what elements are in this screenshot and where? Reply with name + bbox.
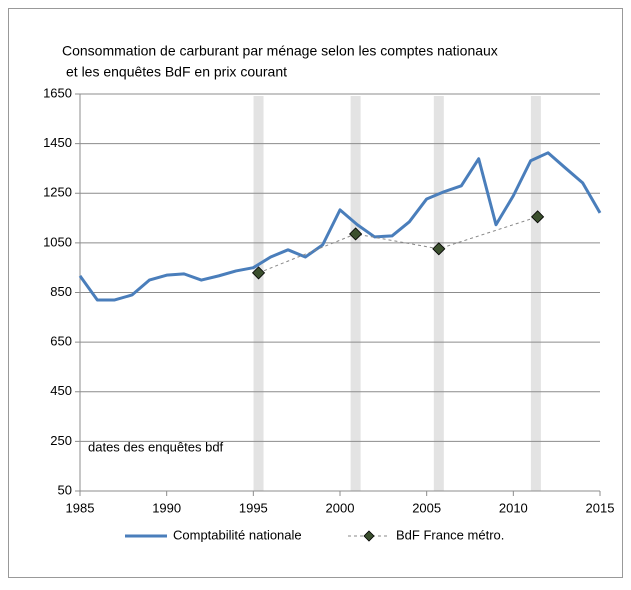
y-tick-label: 1650 <box>43 85 72 100</box>
survey-band <box>350 96 361 491</box>
y-tick-label: 1050 <box>43 234 72 249</box>
y-tick-label: 650 <box>50 334 72 349</box>
x-tick-label: 2005 <box>412 500 441 515</box>
series-line <box>78 151 602 302</box>
series-marker <box>432 242 446 256</box>
y-tick-label: 1250 <box>43 185 72 200</box>
y-tick-label: 250 <box>50 433 72 448</box>
y-tick-label: 50 <box>58 482 72 497</box>
survey-band <box>253 96 264 491</box>
series-line <box>258 216 538 274</box>
chart-title: Consommation de carburant par ménage sel… <box>62 43 498 59</box>
survey-band <box>433 96 444 491</box>
x-tick-label: 1990 <box>152 500 181 515</box>
legend-label: BdF France métro. <box>396 527 504 542</box>
series-marker <box>251 266 266 280</box>
x-tick-label: 1995 <box>239 500 268 515</box>
legend-label: Comptabilité nationale <box>173 527 302 542</box>
x-tick-label: 1985 <box>66 500 95 515</box>
y-tick-label: 850 <box>50 284 72 299</box>
x-tick-label: 2000 <box>326 500 355 515</box>
x-tick-label: 2015 <box>586 500 615 515</box>
y-tick-label: 450 <box>50 383 72 398</box>
legend-marker <box>363 530 375 542</box>
series-marker <box>531 210 545 224</box>
chart-subtitle: et les enquêtes BdF en prix courant <box>66 64 287 80</box>
annotation: dates des enquêtes bdf <box>88 439 224 454</box>
x-tick-label: 2010 <box>499 500 528 515</box>
series-marker <box>349 227 363 241</box>
survey-band <box>530 96 541 491</box>
y-tick-label: 1450 <box>43 135 72 150</box>
